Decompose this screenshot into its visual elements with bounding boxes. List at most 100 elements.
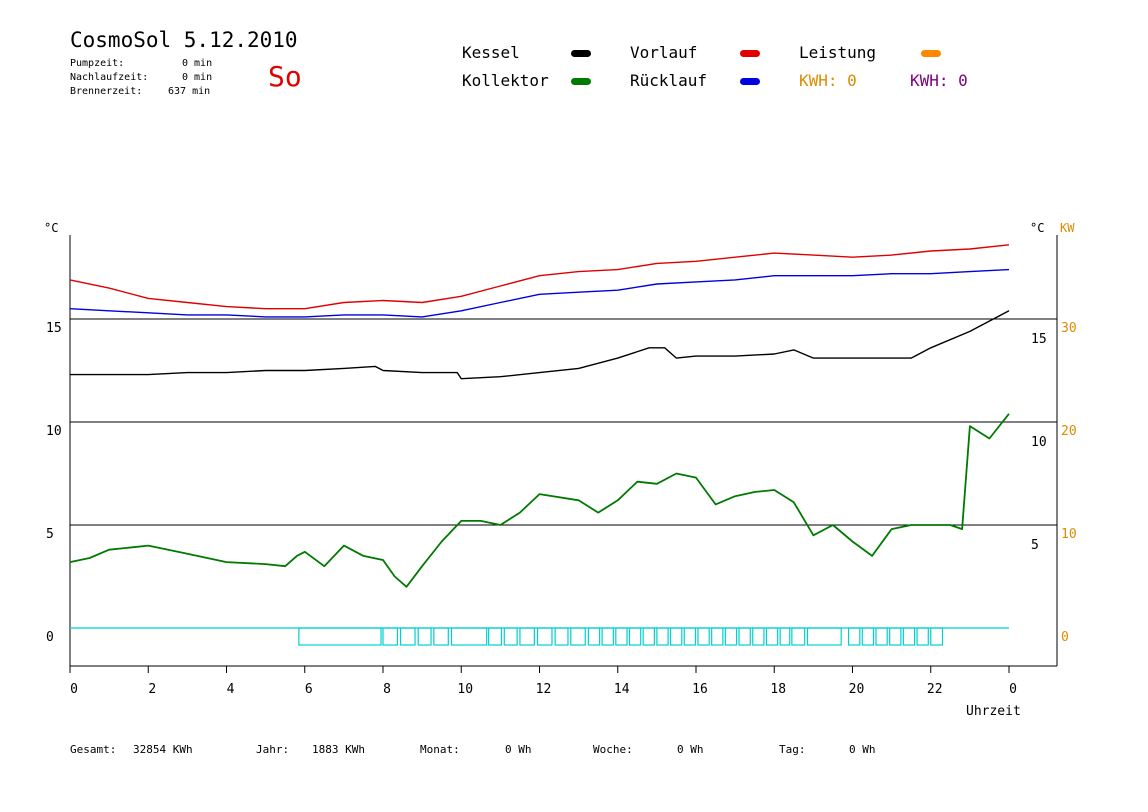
kw-block (683, 627, 697, 646)
kw-block (711, 627, 724, 646)
kwh-orange-label: KWH: (799, 71, 838, 90)
x-tick-label: 10 (457, 682, 473, 697)
y-kw-tick-label: 10 (1061, 527, 1077, 542)
series-kessel-line (70, 310, 1010, 380)
kw-block (656, 627, 669, 646)
kw-block (779, 627, 791, 646)
kwh-purple-value: 0 (958, 71, 968, 90)
chart-labels: 0 2 4 6 8 10 12 14 16 18 20 22 0 Uhrzeit 0 5 10 15 °C 5 10 15… (44, 221, 1077, 719)
y-kw-unit: KW (1060, 221, 1075, 235)
x-tick-label: 22 (927, 682, 943, 697)
legend-ruecklauf-swatch (740, 78, 760, 85)
x-axis-label: Uhrzeit (966, 704, 1021, 719)
footer-monat-value: 0 Wh (505, 743, 532, 756)
y-kw-tick-label: 0 (1061, 630, 1069, 645)
y-right-unit: °C (1030, 221, 1044, 235)
footer-tag-label: Tag: (779, 743, 806, 756)
kw-block (875, 627, 888, 646)
y-left-unit: °C (44, 221, 58, 235)
x-tick-label: 4 (227, 682, 235, 697)
legend-kwh-orange: KWH: 0 (799, 71, 857, 90)
legend-vorlauf-swatch (740, 50, 760, 57)
y-right-tick-label: 10 (1031, 435, 1047, 450)
y-left-tick-label: 0 (46, 630, 54, 645)
series-vorlauf-line (69, 244, 1010, 310)
kw-block (861, 627, 875, 646)
kw-block (536, 627, 553, 646)
x-tick-label: 0 (70, 682, 78, 697)
chart-title: CosmoSol 5.12.2010 (70, 28, 298, 52)
legend-vorlauf-label: Vorlauf (630, 43, 698, 62)
footer-jahr-label: Jahr: (256, 743, 290, 756)
kw-block (450, 627, 488, 646)
kw-block (806, 627, 842, 646)
legend-kessel-swatch (571, 50, 591, 57)
kw-block (587, 627, 601, 646)
y-right-tick-label: 15 (1031, 332, 1047, 347)
kw-block (642, 627, 656, 646)
x-tick-label: 18 (770, 682, 786, 697)
x-tick-label: 12 (536, 682, 552, 697)
x-tick-label: 2 (148, 682, 156, 697)
kw-block (791, 627, 806, 646)
legend-kessel-label: Kessel (462, 43, 520, 62)
y-left-tick-label: 5 (46, 527, 54, 542)
legend-kollektor-label: Kollektor (462, 71, 549, 90)
footer-monat-label: Monat: (420, 743, 460, 756)
kw-block (433, 627, 449, 646)
y-kw-tick-label: 20 (1061, 424, 1077, 439)
stat-value-pumpzeit: 0 min (182, 58, 213, 69)
kw-block (417, 627, 432, 646)
x-tick-label: 6 (305, 682, 313, 697)
kwh-purple-label: KWH: (910, 71, 949, 90)
kw-block (298, 627, 382, 646)
footer-woche-value: 0 Wh (677, 743, 704, 756)
kw-block (669, 627, 683, 646)
stat-value-nachlaufzeit: 0 min (182, 72, 213, 83)
kw-block (724, 627, 738, 646)
kw-block (697, 627, 710, 646)
legend-leistung-swatch (921, 50, 941, 57)
legend-ruecklauf-label: Rücklauf (630, 71, 708, 90)
kw-block (902, 627, 916, 646)
stat-value-brennerzeit: 637 min (168, 86, 211, 97)
kw-block (889, 627, 902, 646)
kw-block (570, 627, 586, 646)
kw-block (930, 627, 944, 646)
y-right-tick-label: 5 (1031, 538, 1039, 553)
chart-axes (69, 235, 1058, 673)
kw-block (382, 627, 399, 646)
stat-label-brennerzeit: Brennerzeit: (70, 86, 143, 97)
kw-block (738, 627, 751, 646)
kw-block (765, 627, 779, 646)
series-kollektor-line (69, 413, 1010, 588)
footer-gesamt-value: 32854 KWh (133, 743, 193, 756)
y-left-tick-label: 10 (46, 424, 62, 439)
kw-block (615, 627, 628, 646)
footer-tag-value: 0 Wh (849, 743, 876, 756)
footer-woche-label: Woche: (593, 743, 633, 756)
chart-series (69, 244, 1010, 646)
kw-block (488, 627, 503, 646)
series-ruecklauf-line (69, 268, 1010, 318)
footer-gesamt-label: Gesamt: (70, 743, 117, 756)
stat-label-pumpzeit: Pumpzeit: (70, 58, 125, 69)
y-kw-tick-label: 30 (1061, 321, 1077, 336)
y-left-tick-label: 15 (46, 321, 62, 336)
x-tick-label: 20 (849, 682, 865, 697)
kw-block (628, 627, 642, 646)
kwh-orange-value: 0 (847, 71, 857, 90)
x-tick-label: 0 (1009, 682, 1017, 697)
kw-block (601, 627, 614, 646)
legend-kollektor-swatch (571, 78, 591, 85)
x-tick-label: 8 (383, 682, 391, 697)
stat-label-nachlaufzeit: Nachlaufzeit: (70, 72, 149, 83)
legend-leistung-label: Leistung (799, 43, 877, 62)
kw-block (503, 627, 518, 646)
kw-block (400, 627, 416, 646)
weekday-label: So (268, 60, 302, 93)
kw-block (519, 627, 535, 646)
kw-block (752, 627, 765, 646)
x-tick-label: 14 (614, 682, 630, 697)
